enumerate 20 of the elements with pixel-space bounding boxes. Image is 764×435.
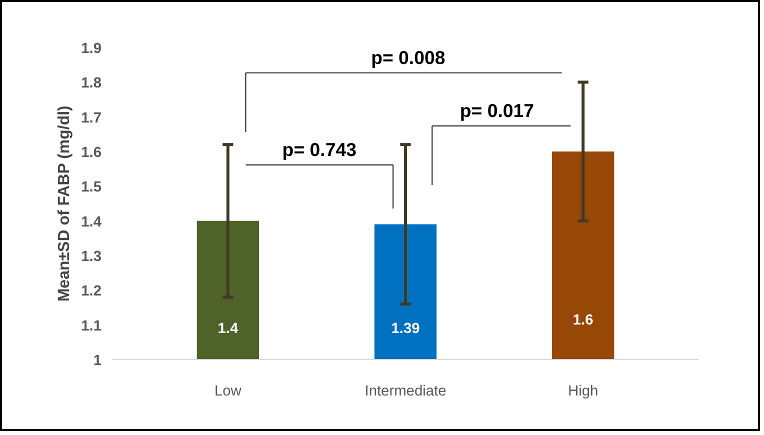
y-tick-label: 1.8 (81, 76, 102, 92)
y-tick-label: 1.3 (81, 249, 102, 265)
annotation: p= 0.743 (282, 139, 356, 160)
y-tick-label: 1.2 (81, 284, 102, 300)
y-tick-label: 1.4 (81, 214, 102, 230)
y-tick-label: 1.6 (81, 145, 102, 161)
y-tick-label: 1.1 (81, 318, 102, 334)
x-tick-label: Intermediate (364, 384, 446, 400)
y-tick-label: 1.9 (81, 41, 102, 57)
y-tick-label: 1.7 (81, 110, 102, 126)
y-axis-title: Mean±SD of FABP (mg/dl) (56, 106, 74, 302)
y-tick-label: 1 (93, 353, 102, 369)
x-tick-label: Low (214, 384, 242, 400)
data-label: 1.39 (391, 321, 420, 338)
annotation: p= 0.017 (460, 100, 534, 122)
y-tick-label: 1.5 (81, 180, 102, 196)
data-label: 1.4 (218, 320, 239, 337)
annotation: p= 0.008 (371, 47, 446, 68)
x-tick-label: High (568, 384, 598, 400)
data-label: 1.6 (572, 312, 594, 328)
